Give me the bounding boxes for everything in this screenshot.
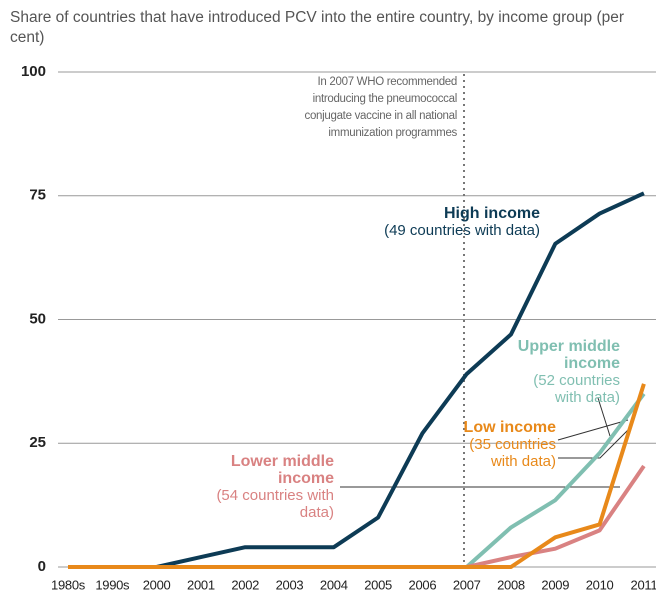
series-name: Lower middle income <box>230 453 334 487</box>
series-note: (54 countries with data) <box>216 487 334 521</box>
x-tick-label: 2000 <box>143 577 171 592</box>
series-note: (52 countries with data) <box>533 372 620 406</box>
series-name: Upper middle income <box>517 338 620 372</box>
series-note: (35 countries with data) <box>469 436 556 470</box>
x-tick-label: 1990s <box>95 577 130 592</box>
x-tick-label: 2002 <box>231 577 259 592</box>
x-tick-label: 1980s <box>51 577 86 592</box>
x-tick-label: 2011 <box>631 577 656 592</box>
label-lower: Lower middle income (54 countries with d… <box>209 453 334 521</box>
series-name: High income <box>443 205 540 222</box>
label-upper: Upper middle income (52 countries with d… <box>505 338 620 406</box>
label-low: Low income (35 countries with data) <box>446 419 556 470</box>
annotation: In 2007 WHO recommended introducing the … <box>304 76 458 139</box>
x-tick-label: 2010 <box>586 577 614 592</box>
chart-title: Share of countries that have introduced … <box>10 9 625 46</box>
x-tick-label: 2008 <box>497 577 525 592</box>
leader-lines <box>340 397 629 488</box>
series-note: (49 countries with data) <box>384 222 540 239</box>
series-name: Low income <box>463 419 556 436</box>
y-tick-label: 100 <box>21 63 46 80</box>
y-tick-label: 0 <box>38 558 46 575</box>
y-tick-label: 50 <box>29 310 46 327</box>
label-high: High income (49 countries with data) <box>280 205 540 239</box>
series-line <box>68 392 646 569</box>
y-tick-label: 25 <box>29 434 46 451</box>
x-tick-label: 2007 <box>453 577 481 592</box>
series-line <box>68 464 646 569</box>
x-tick-label: 2001 <box>187 577 215 592</box>
x-tick-label: 2009 <box>541 577 569 592</box>
x-tick-label: 2004 <box>320 577 348 592</box>
x-tick-label: 2003 <box>276 577 304 592</box>
series-line <box>68 383 646 569</box>
x-tick-label: 2006 <box>409 577 437 592</box>
y-tick-label: 75 <box>29 187 46 204</box>
x-tick-label: 2005 <box>364 577 392 592</box>
